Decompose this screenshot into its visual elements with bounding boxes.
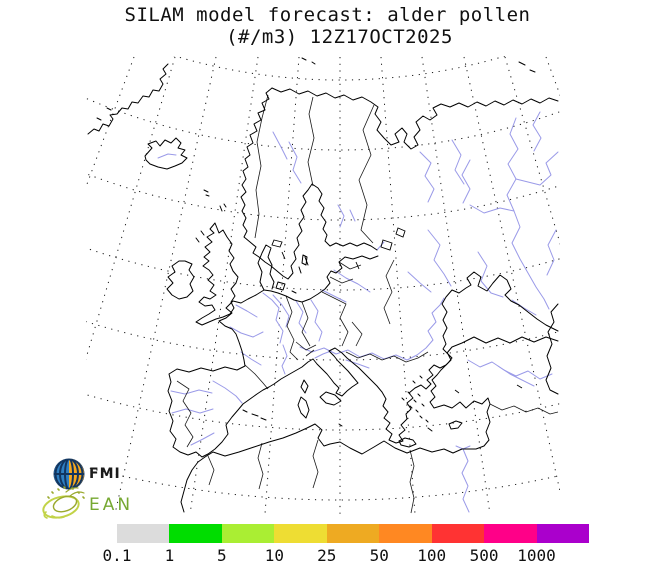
- legend-tick-label: 500: [469, 546, 499, 565]
- legend-tick-label: 5: [217, 546, 227, 565]
- ean-label: EAN: [89, 495, 134, 515]
- fmi-label: FMI: [89, 466, 121, 482]
- legend-segment: [484, 524, 537, 543]
- legend-segment: [117, 524, 170, 543]
- rivers-layer: [157, 111, 559, 513]
- legend-tick-label: 25: [317, 546, 337, 565]
- legend-segment: [536, 524, 589, 543]
- legend-tick-label: 0.1: [102, 546, 132, 565]
- legend-segment: [274, 524, 327, 543]
- color-scale-bar: [117, 524, 589, 543]
- legend-segment: [379, 524, 432, 543]
- borders-layer: [176, 94, 559, 514]
- title-line-2: (#/m3) 12Z17OCT2025: [226, 26, 453, 48]
- color-scale-labels: 0.1 1 5 10 25 50 100 500 1000: [103, 546, 589, 565]
- title-line-1: SILAM model forecast: alder pollen: [124, 4, 531, 26]
- legend-segment: [431, 524, 485, 543]
- legend-tick-label: 50: [369, 546, 389, 565]
- graticule-layer: [86, 56, 560, 515]
- legend-tick-label: 1000: [517, 546, 556, 565]
- legend-tick-label: 10: [264, 546, 284, 565]
- fmi-logo: [53, 458, 85, 490]
- legend-segment: [221, 524, 275, 543]
- figure-title: SILAM model forecast: alder pollen (#/m3…: [0, 4, 655, 48]
- coastlines-layer: [87, 57, 559, 513]
- ean-logo: [42, 486, 85, 519]
- legend-tick-label: 1: [164, 546, 175, 565]
- legend-segment: [169, 524, 222, 543]
- legend-tick-label: 100: [417, 546, 447, 565]
- lakes-layer: [271, 227, 523, 394]
- legend-segment: [326, 524, 380, 543]
